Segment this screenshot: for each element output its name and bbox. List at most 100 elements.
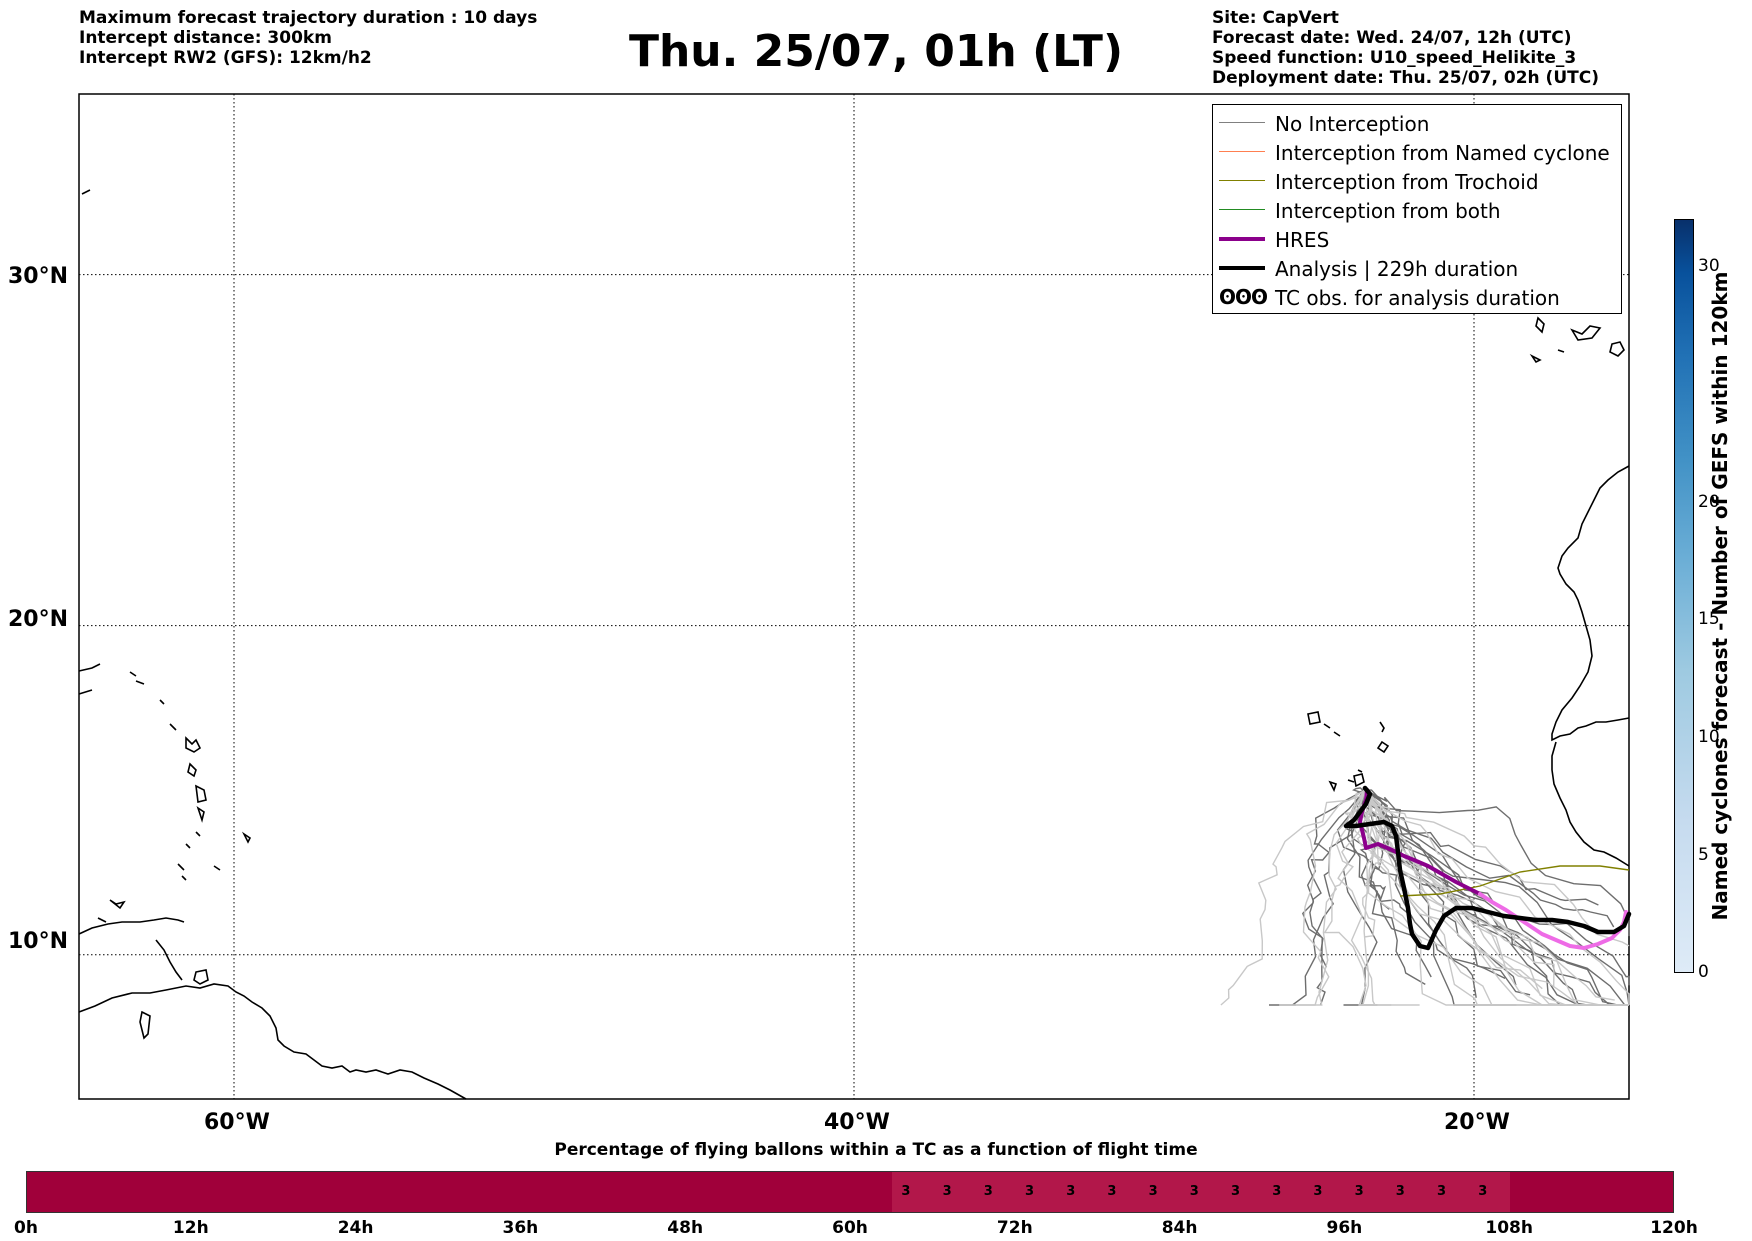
timeline-bar: 3 3 3 3 3 3 3 3 3 3 3 3 3 3 3 xyxy=(26,1171,1674,1213)
timeline-value: 3 xyxy=(1066,1184,1076,1199)
ensemble-trajectory xyxy=(1361,789,1420,1006)
timeline-value: 3 xyxy=(901,1184,911,1199)
timeline-tick: 120h xyxy=(1650,1218,1698,1238)
ensemble-trajectory xyxy=(1345,789,1412,928)
ensemble-trajectory xyxy=(1306,789,1366,968)
ensemble-trajectory xyxy=(1362,789,1555,987)
colorbar-tick: 15 xyxy=(1698,609,1720,629)
legend-label: Interception from both xyxy=(1275,199,1501,223)
colorbar-tick: 0 xyxy=(1698,962,1709,982)
africa-coast-south xyxy=(1551,741,1630,867)
legend-swatch xyxy=(1219,237,1265,241)
cuba-hispaniola-fragment xyxy=(78,663,101,695)
ensemble-trajectory xyxy=(1220,789,1366,1006)
site-text: Site: CapVert xyxy=(1212,8,1339,28)
legend-label: No Interception xyxy=(1275,112,1430,136)
trinidad-coast xyxy=(193,969,209,985)
timeline-value: 3 xyxy=(1478,1184,1488,1199)
trochoid-trajectory xyxy=(1399,865,1630,897)
legend-swatch xyxy=(1219,180,1265,181)
map-legend: No Interception Interception from Named … xyxy=(1212,104,1622,314)
legend-label: HRES xyxy=(1275,228,1330,252)
analysis-line xyxy=(1343,785,1632,951)
timeline-value: 3 xyxy=(983,1184,993,1199)
legend-item-tc-obs: ʘʘʘ TC obs. for analysis duration xyxy=(1213,283,1621,312)
paria-coast xyxy=(155,939,183,981)
lon-label-40w: 40°W xyxy=(824,1110,890,1135)
ensemble-trajectory xyxy=(1364,789,1630,1005)
timeline-value: 3 xyxy=(1437,1184,1447,1199)
legend-item-analysis: Analysis | 229h duration xyxy=(1213,254,1621,283)
ensemble-trajectory xyxy=(1364,789,1599,906)
timeline-value: 3 xyxy=(1107,1184,1117,1199)
intercept-rw2-text: Intercept RW2 (GFS): 12km/h2 xyxy=(79,48,372,68)
legend-swatch xyxy=(1219,151,1265,152)
intercept-distance-text: Intercept distance: 300km xyxy=(79,28,332,48)
legend-swatch xyxy=(1219,209,1265,210)
south-america-coast xyxy=(78,983,467,1100)
title-text: Thu. 25/07, 01h (LT) xyxy=(628,26,1124,77)
legend-item-no-interception: No Interception xyxy=(1213,109,1621,138)
ensemble-trajectory xyxy=(1296,789,1366,1006)
forecast-date-text: Forecast date: Wed. 24/07, 12h (UTC) xyxy=(1212,28,1572,48)
timeline-value: 3 xyxy=(942,1184,952,1199)
hres-line xyxy=(1358,788,1482,896)
colorbar xyxy=(1674,219,1694,973)
west-indies-islands xyxy=(81,189,221,923)
timeline-value: 3 xyxy=(1231,1184,1241,1199)
timeline-tick: 0h xyxy=(14,1218,38,1238)
ensemble-trajectory xyxy=(1279,789,1366,1006)
timeline-tick: 24h xyxy=(337,1218,374,1238)
timeline-highlight xyxy=(892,1172,1511,1212)
timeline-tick: 12h xyxy=(172,1218,209,1238)
timeline-title: Percentage of flying ballons within a TC… xyxy=(554,1140,1198,1160)
tobago-grenada-islands xyxy=(139,831,252,1040)
legend-label: TC obs. for analysis duration xyxy=(1275,286,1560,310)
timeline-tick: 96h xyxy=(1326,1218,1363,1238)
timeline-value: 3 xyxy=(1189,1184,1199,1199)
canary-islands xyxy=(1529,316,1625,364)
timeline-value: 3 xyxy=(1395,1184,1405,1199)
colorbar-tick: 10 xyxy=(1698,727,1720,747)
coastlines xyxy=(78,189,1630,1100)
cape-verde-islands xyxy=(1307,711,1390,793)
legend-item-both: Interception from both xyxy=(1213,196,1621,225)
ensemble-trajectory xyxy=(1364,789,1630,947)
timeline-value: 3 xyxy=(1313,1184,1323,1199)
max-duration-text: Maximum forecast trajectory duration : 1… xyxy=(79,8,538,28)
ensemble-trajectory xyxy=(1364,789,1630,937)
ensemble-trajectory xyxy=(1364,789,1568,1006)
ensemble-trajectory xyxy=(1364,789,1512,944)
timeline-value: 3 xyxy=(1354,1184,1364,1199)
deployment-date-text: Deployment date: Thu. 25/07, 02h (UTC) xyxy=(1212,68,1599,88)
lat-label-30n: 30°N xyxy=(8,264,69,289)
legend-swatch xyxy=(1219,266,1265,270)
ensemble-trajectory xyxy=(1336,789,1477,998)
lat-label-20n: 20°N xyxy=(8,607,69,632)
legend-label: Analysis | 229h duration xyxy=(1275,257,1519,281)
lat-label-10n: 10°N xyxy=(8,929,69,954)
caribbean-coast xyxy=(78,917,185,935)
africa-coast xyxy=(1551,465,1630,742)
colorbar-label: Named cyclones forecast - Number of GEFS… xyxy=(1708,271,1732,921)
timeline-tick: 48h xyxy=(667,1218,704,1238)
ensemble-trajectory xyxy=(1323,789,1392,1006)
timeline-tick: 108h xyxy=(1485,1218,1533,1238)
colorbar-tick: 20 xyxy=(1698,492,1720,512)
timeline-value: 3 xyxy=(1148,1184,1158,1199)
page-title: Thu. 25/07, 01h (LT) xyxy=(0,26,1752,77)
colorbar-tick: 5 xyxy=(1698,845,1709,865)
ensemble-trajectory xyxy=(1362,789,1629,1006)
lon-label-20w: 20°W xyxy=(1444,1110,1510,1135)
timeline-value: 3 xyxy=(1025,1184,1035,1199)
timeline-value: 3 xyxy=(1272,1184,1282,1199)
legend-label: Interception from Trochoid xyxy=(1275,170,1539,194)
legend-label: Interception from Named cyclone xyxy=(1275,141,1610,165)
ensemble-trajectory xyxy=(1346,789,1432,978)
forecast-settings: Maximum forecast trajectory duration : 1… xyxy=(79,8,537,68)
timeline-tick: 72h xyxy=(996,1218,1033,1238)
analysis-track xyxy=(1343,785,1632,951)
legend-item-hres: HRES xyxy=(1213,225,1621,254)
gridlines xyxy=(79,94,1629,1099)
site-info: Site: CapVert Forecast date: Wed. 24/07,… xyxy=(1212,8,1599,88)
